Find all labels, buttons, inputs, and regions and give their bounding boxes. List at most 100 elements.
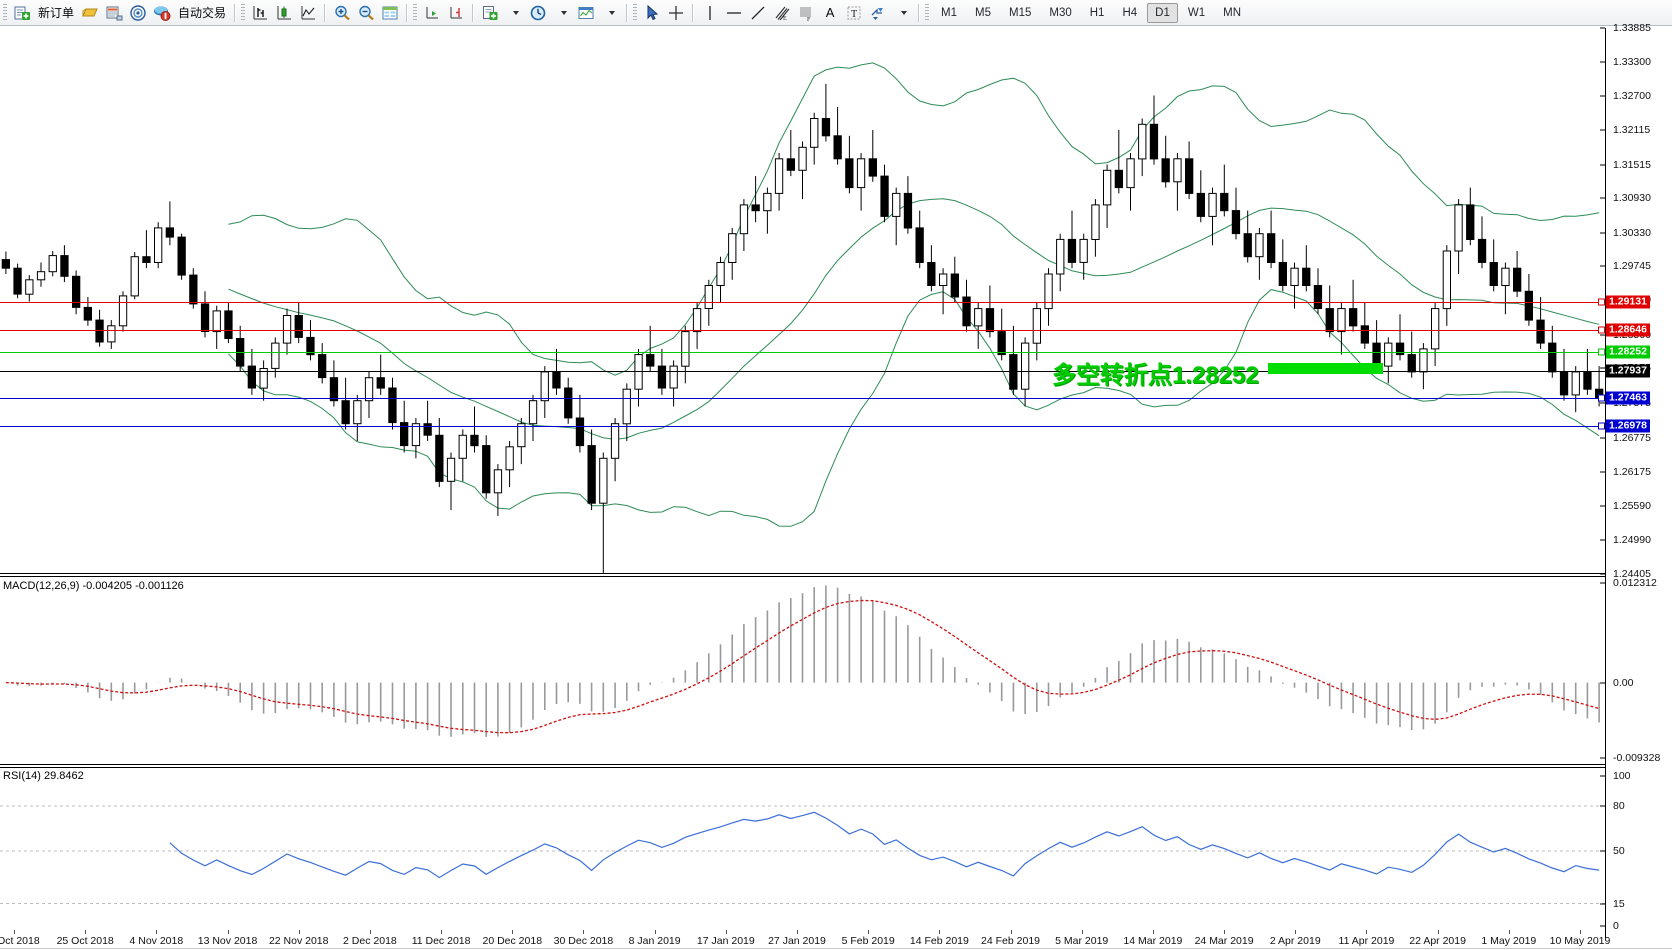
price-axis-label-11-tick — [1600, 402, 1605, 404]
rsi-axis-label-0: 100 — [1613, 770, 1631, 782]
pane-divider-1 — [0, 573, 1605, 574]
zoom-in-icon[interactable] — [331, 2, 353, 24]
price-level-line-1.27463[interactable] — [0, 397, 1605, 399]
price-level-line-1.28646[interactable] — [0, 329, 1605, 331]
line-chart-icon[interactable] — [297, 2, 319, 24]
timeframe-button-m30[interactable]: M30 — [1049, 6, 1072, 19]
macd-axis-label-1-tick — [1600, 682, 1605, 684]
price-level-badge-support[interactable]: 1.27463 — [1606, 391, 1650, 405]
date-axis-label-19: 11 Apr 2019 — [1338, 935, 1395, 947]
price-axis-label-3: 1.32115 — [1613, 123, 1651, 136]
auto-trading-icon[interactable] — [151, 2, 173, 24]
rsi-pane[interactable] — [0, 768, 1672, 938]
price-level-handle-1.26978[interactable] — [1598, 422, 1605, 430]
arrows-dropdown-caret[interactable] — [891, 2, 913, 24]
timeframe-button-d1[interactable]: D1 — [1147, 2, 1178, 23]
templates-icon[interactable] — [575, 2, 597, 24]
price-level-line-1.29131[interactable] — [0, 301, 1605, 303]
timeframe-button-mn[interactable]: MN — [1223, 6, 1241, 19]
price-chart-canvas[interactable] — [0, 28, 1605, 574]
price-axis-label-9-tick — [1600, 334, 1605, 336]
date-tick-19 — [1366, 930, 1368, 934]
date-tick-3 — [227, 930, 229, 934]
price-level-handle-1.27463[interactable] — [1598, 394, 1605, 402]
price-axis-label-12: 1.26775 — [1613, 431, 1651, 444]
date-tick-10 — [725, 930, 727, 934]
pane-divider-1b — [0, 576, 1605, 577]
fibonacci-icon[interactable]: F — [795, 2, 817, 24]
bar-chart-icon[interactable] — [249, 2, 271, 24]
timeframe-button-m5[interactable]: M5 — [975, 6, 991, 19]
price-level-badge-resistance[interactable]: 1.28646 — [1606, 323, 1650, 337]
price-axis-label-15: 1.24990 — [1613, 534, 1651, 547]
rsi-chart-canvas[interactable] — [0, 768, 1605, 938]
zoom-out-icon[interactable] — [355, 2, 377, 24]
price-level-badge-resistance[interactable]: 1.29131 — [1606, 295, 1650, 309]
toolbar-grip-3[interactable] — [413, 3, 418, 22]
text-tool-icon[interactable]: A — [825, 5, 835, 20]
date-axis-label-20: 22 Apr 2019 — [1409, 935, 1466, 947]
toolbar-grip-2[interactable] — [241, 3, 246, 22]
arrows-icon[interactable] — [867, 2, 889, 24]
chart-shift-icon[interactable] — [379, 2, 401, 24]
price-level-handle-1.28252[interactable] — [1598, 348, 1605, 356]
candlestick-chart-icon[interactable] — [273, 2, 295, 24]
market-watch-icon[interactable] — [103, 2, 125, 24]
price-axis-label-16: 1.24405 — [1613, 568, 1651, 580]
price-level-line-1.28252[interactable] — [0, 352, 1605, 354]
profiles-icon[interactable] — [79, 2, 101, 24]
price-axis-label-6-tick — [1600, 232, 1605, 234]
trendline-icon[interactable] — [747, 2, 769, 24]
price-level-line-1.27937[interactable] — [0, 370, 1605, 372]
vertical-line-icon[interactable] — [699, 2, 721, 24]
toolbar-grip[interactable] — [3, 3, 7, 22]
date-axis-label-0: 6 Oct 2018 — [0, 935, 40, 947]
toolbar-grip-4[interactable] — [633, 3, 638, 22]
auto-trading-label[interactable]: 自动交易 — [178, 6, 227, 20]
timeframe-button-m15[interactable]: M15 — [1009, 6, 1032, 19]
auto-scroll-icon[interactable] — [421, 2, 443, 24]
timeframe-button-m1[interactable]: M1 — [941, 6, 958, 19]
period-dropdown-caret[interactable] — [551, 2, 573, 24]
price-level-badge-last-price[interactable]: 1.27937 — [1606, 364, 1650, 378]
toolbar-separator-2 — [324, 3, 327, 22]
rsi-axis-label-0-tick — [1600, 775, 1605, 777]
price-level-handle-1.29131[interactable] — [1598, 298, 1605, 306]
price-axis-label-10-tick — [1600, 367, 1605, 369]
timeframe-button-h4[interactable]: H4 — [1122, 6, 1138, 19]
period-clock-icon[interactable] — [527, 2, 549, 24]
date-tick-1 — [85, 930, 87, 934]
new-order-button[interactable] — [11, 2, 33, 24]
price-axis-label-2: 1.32700 — [1613, 90, 1651, 103]
data-window-icon[interactable] — [127, 2, 149, 24]
templates-dropdown-caret[interactable] — [599, 2, 621, 24]
date-axis-label-16: 14 Mar 2019 — [1123, 935, 1183, 947]
equidistant-channel-icon[interactable]: E — [771, 2, 793, 24]
price-level-line-1.26978[interactable] — [0, 425, 1605, 427]
cursor-icon[interactable] — [641, 2, 663, 24]
add-indicator-icon[interactable] — [479, 2, 501, 24]
price-axis-label-2-tick — [1600, 95, 1605, 97]
toolbar-grip-5[interactable] — [925, 3, 930, 22]
chart-shift-end-icon[interactable] — [445, 2, 467, 24]
price-pane[interactable] — [0, 28, 1672, 574]
text-label-icon[interactable]: T — [843, 2, 865, 24]
date-axis-label-13: 14 Feb 2019 — [909, 935, 969, 947]
timeframe-button-w1[interactable]: W1 — [1187, 6, 1206, 19]
macd-chart-canvas[interactable] — [0, 577, 1605, 766]
timeframe-button-h1[interactable]: H1 — [1089, 6, 1105, 19]
new-order-label[interactable]: 新订单 — [38, 6, 75, 20]
price-level-badge-pivot[interactable]: 1.28252 — [1606, 345, 1650, 359]
chart-annotation-text[interactable]: 多空转折点1.28252 — [1052, 362, 1259, 389]
macd-pane[interactable] — [0, 577, 1672, 766]
price-level-badge-support[interactable]: 1.26978 — [1606, 419, 1650, 433]
price-level-handle-1.28646[interactable] — [1598, 326, 1605, 334]
toolbar-separator-7 — [918, 3, 921, 22]
date-axis-label-17: 24 Mar 2019 — [1194, 935, 1254, 947]
date-axis-label-11: 27 Jan 2019 — [768, 935, 826, 947]
indicator-dropdown-caret[interactable] — [503, 2, 525, 24]
crosshair-icon[interactable] — [665, 2, 687, 24]
horizontal-line-icon[interactable] — [723, 2, 745, 24]
date-tick-0 — [14, 930, 15, 934]
